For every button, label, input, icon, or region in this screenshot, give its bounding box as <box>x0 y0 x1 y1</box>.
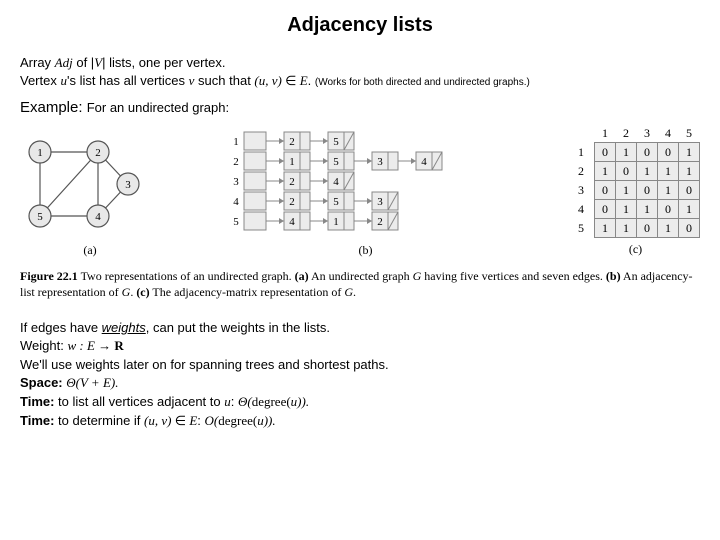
bottom-block: If edges have weights, can put the weigh… <box>20 320 700 429</box>
figure-row: 1 2 3 4 5 (a) 1 2 5 2 1 5 3 4 3 2 4 4 2 5 3 5 4 1 2 (b) 123451… <box>20 124 700 258</box>
svg-text:4: 4 <box>289 216 295 228</box>
matrix-diagram: 12345101001210111301010401101511010 <box>571 124 700 238</box>
panel-b-label: (b) <box>226 243 506 258</box>
svg-text:1: 1 <box>37 147 43 159</box>
svg-text:2: 2 <box>95 147 101 159</box>
space-line: Space: Θ(V + E). <box>20 375 700 391</box>
svg-text:5: 5 <box>333 196 339 208</box>
svg-text:5: 5 <box>333 136 339 148</box>
intro-line-1: Array Adj of |V| lists, one per vertex. <box>20 55 700 71</box>
panel-b: 1 2 5 2 1 5 3 4 3 2 4 4 2 5 3 5 4 1 2 (b) <box>226 124 506 258</box>
svg-text:3: 3 <box>233 176 239 188</box>
svg-text:3: 3 <box>125 179 131 191</box>
panel-a-label: (a) <box>20 243 160 258</box>
svg-text:5: 5 <box>233 216 239 228</box>
svg-text:5: 5 <box>37 211 43 223</box>
svg-text:4: 4 <box>95 211 101 223</box>
svg-text:2: 2 <box>289 196 295 208</box>
panel-c-label: (c) <box>571 242 700 257</box>
time-line-1: Time: to list all vertices adjacent to u… <box>20 394 700 410</box>
svg-text:1: 1 <box>289 156 295 168</box>
svg-text:3: 3 <box>377 196 383 208</box>
panel-a: 1 2 3 4 5 (a) <box>20 124 160 258</box>
svg-text:1: 1 <box>233 136 239 148</box>
svg-text:1: 1 <box>333 216 339 228</box>
weights-line-1: If edges have weights, can put the weigh… <box>20 320 700 335</box>
svg-text:2: 2 <box>289 176 295 188</box>
intro-line-2: Vertex u's list has all vertices v such … <box>20 73 700 89</box>
svg-text:2: 2 <box>289 136 295 148</box>
page-title: Adjacency lists <box>20 14 700 37</box>
svg-text:2: 2 <box>233 156 239 168</box>
panel-c: 12345101001210111301010401101511010 (c) <box>571 124 700 257</box>
adjlist-diagram: 1 2 5 2 1 5 3 4 3 2 4 4 2 5 3 5 4 1 2 <box>226 124 506 239</box>
figure-caption: Figure 22.1 Two representations of an un… <box>20 268 700 300</box>
graph-diagram: 1 2 3 4 5 <box>20 124 160 239</box>
time-line-2: Time: to determine if (u, v) ∈ E: O(degr… <box>20 413 700 429</box>
example-heading: Example: For an undirected graph: <box>20 99 700 116</box>
svg-text:4: 4 <box>421 156 427 168</box>
svg-text:3: 3 <box>377 156 383 168</box>
svg-text:4: 4 <box>333 176 339 188</box>
weights-line-3: We'll use weights later on for spanning … <box>20 357 700 372</box>
svg-text:5: 5 <box>333 156 339 168</box>
svg-text:2: 2 <box>377 216 383 228</box>
svg-text:4: 4 <box>233 196 239 208</box>
weights-line-2: Weight: w : E → R <box>20 338 700 354</box>
